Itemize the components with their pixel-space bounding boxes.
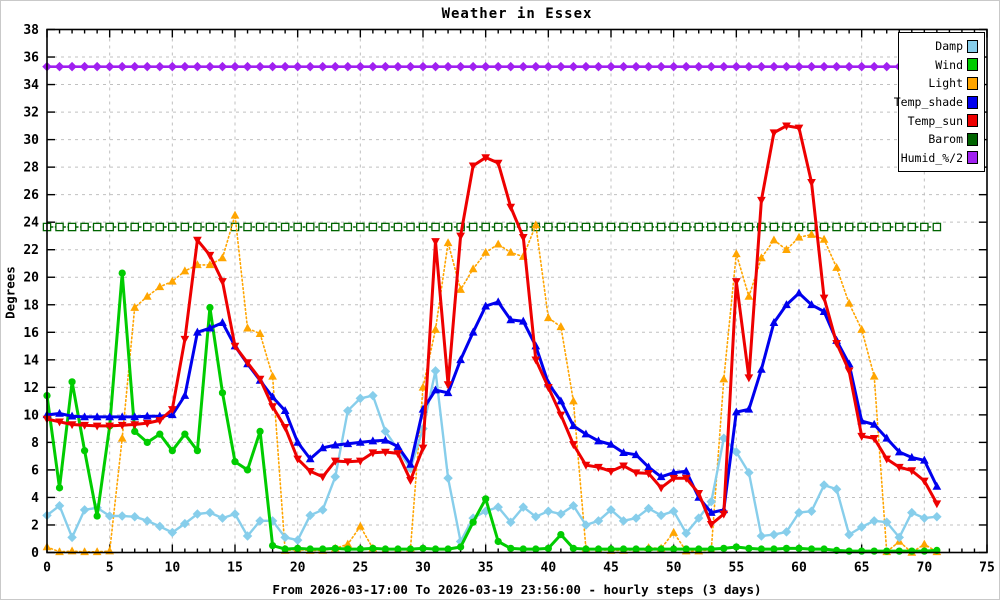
series-humid — [42, 61, 942, 72]
x-tick-label: 60 — [791, 561, 807, 576]
x-tick-label: 20 — [290, 561, 306, 576]
legend-item-temp_shade: Temp_shade — [894, 93, 978, 112]
y-tick-label: 38 — [23, 23, 39, 38]
legend-item-light: Light — [903, 74, 978, 93]
y-axis-label: Degrees — [2, 266, 18, 319]
axis-ticks — [46, 28, 988, 554]
x-tick-label: 30 — [415, 561, 431, 576]
series-barom — [42, 222, 942, 232]
x-tick-label: 25 — [353, 561, 369, 576]
x-tick-label: 40 — [541, 561, 557, 576]
legend-swatch-damp — [967, 39, 978, 53]
y-tick-label: 12 — [23, 381, 39, 396]
series-light-line — [46, 214, 938, 554]
y-tick-label: 28 — [23, 161, 39, 176]
legend-label-barom: Barom — [928, 132, 963, 147]
y-tick-label: 34 — [23, 78, 39, 93]
chart-title: Weather in Essex — [441, 6, 593, 22]
y-tick-label: 32 — [23, 106, 39, 121]
legend-label-damp: Damp — [935, 39, 963, 54]
y-tick-label: 24 — [23, 216, 39, 231]
y-tick-label: 20 — [23, 271, 39, 286]
legend-item-barom: Barom — [903, 130, 978, 149]
legend-swatch-humid — [967, 151, 978, 165]
legend-item-wind: Wind — [903, 56, 978, 75]
y-tick-label: 36 — [23, 51, 39, 66]
legend-swatch-temp_sun — [967, 114, 978, 128]
y-tick-label: 0 — [31, 546, 39, 561]
series-temp_sun — [42, 122, 942, 529]
x-tick-label: 75 — [979, 561, 995, 576]
x-tick-label: 45 — [603, 561, 619, 576]
x-tick-label: 65 — [854, 561, 870, 576]
y-tick-label: 4 — [31, 491, 39, 506]
y-tick-label: 14 — [23, 353, 39, 368]
y-tick-label: 30 — [23, 133, 39, 148]
legend-item-damp: Damp — [903, 37, 978, 56]
x-tick-label: 0 — [43, 561, 51, 576]
legend-item-humid: Humid_%/2 — [900, 149, 978, 168]
x-tick-label: 70 — [917, 561, 933, 576]
legend-swatch-wind — [967, 58, 978, 72]
y-tick-label: 10 — [23, 408, 39, 423]
legend: Damp Wind Light Temp_shade Temp_sun Barom Humi… — [894, 32, 985, 173]
x-tick-label: 50 — [666, 561, 682, 576]
y-tick-label: 26 — [23, 188, 39, 203]
grid-lines — [46, 29, 988, 553]
series-wind — [43, 269, 941, 555]
legend-label-temp_shade: Temp_shade — [893, 95, 963, 110]
x-tick-label: 15 — [227, 561, 243, 576]
legend-label-temp_sun: Temp_sun — [907, 113, 963, 128]
series-temp_shade — [42, 288, 942, 516]
legend-label-humid: Humid_%/2 — [900, 150, 963, 165]
series-temp_sun-line — [45, 124, 939, 526]
x-tick-label: 35 — [478, 561, 494, 576]
series-temp_shade-line — [45, 291, 939, 515]
x-tick-label: 5 — [106, 561, 114, 576]
y-tick-label: 8 — [31, 436, 39, 451]
legend-swatch-temp_shade — [967, 95, 978, 109]
y-tick-label: 6 — [31, 463, 39, 478]
y-tick-label: 2 — [31, 518, 39, 533]
legend-label-light: Light — [928, 76, 963, 91]
y-tick-label: 22 — [23, 243, 39, 258]
y-tick-label: 16 — [23, 326, 39, 341]
legend-swatch-barom — [967, 132, 978, 146]
legend-swatch-light — [967, 76, 978, 90]
plot-border — [46, 28, 988, 554]
legend-label-wind: Wind — [935, 57, 963, 72]
legend-item-temp_sun: Temp_sun — [903, 111, 978, 130]
x-axis-caption: From 2026-03-17:00 To 2026-03-19 23:56:0… — [272, 582, 762, 597]
y-tick-label: 18 — [23, 298, 39, 313]
x-tick-label: 10 — [165, 561, 181, 576]
x-tick-label: 55 — [729, 561, 745, 576]
